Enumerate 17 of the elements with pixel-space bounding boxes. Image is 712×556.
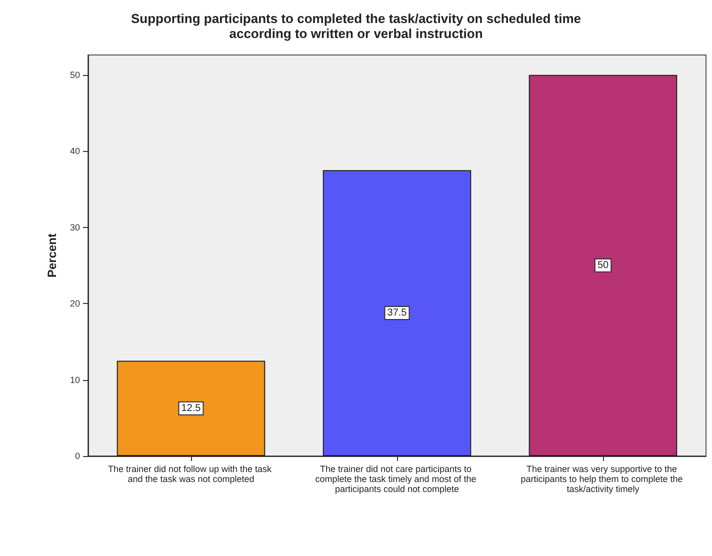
data-label: 37.5 bbox=[387, 308, 408, 319]
data-label: 12.5 bbox=[181, 402, 202, 414]
bar bbox=[528, 74, 678, 456]
y-tick-label: 10 bbox=[70, 374, 80, 385]
chart-title: Supporting participants to completed the task/activity on scheduled time according to written or verbal instruction bbox=[130, 11, 582, 41]
x-tick-label: The trainer did not care participants to complete the task timely and most of the participants could not complete bbox=[315, 464, 479, 494]
y-tick-label: 50 bbox=[70, 70, 80, 80]
bar bbox=[116, 360, 266, 456]
y-tick-label: 40 bbox=[70, 146, 80, 156]
data-label: 50 bbox=[597, 260, 609, 271]
y-axis-title: Percent bbox=[45, 233, 59, 278]
y-tick-label: 30 bbox=[70, 222, 80, 232]
bar bbox=[322, 170, 472, 456]
x-tick-label: The trainer was very supportive to the participants to help them to complete the task/activity timely bbox=[520, 464, 686, 494]
x-tick-label: The trainer did not follow up with the task and the task was not completed bbox=[108, 464, 274, 484]
y-tick-label: 20 bbox=[70, 298, 80, 309]
y-tick-label: 0 bbox=[74, 451, 80, 461]
